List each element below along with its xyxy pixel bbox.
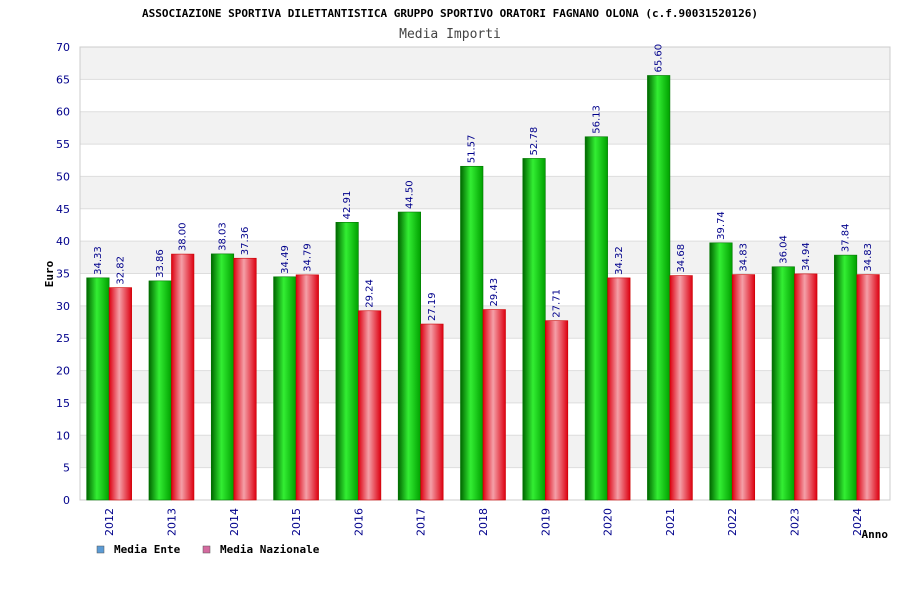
y-tick-label: 20	[56, 365, 70, 378]
data-label: 27.71	[552, 289, 563, 318]
x-axis: 2012 2013 2014 2015 2016 2017 2018 2019 2020 2021…	[103, 508, 864, 536]
bar-media-ente-2021	[647, 75, 670, 500]
data-label: 37.36	[240, 227, 251, 256]
x-tick-label: 2016	[352, 508, 365, 536]
data-label: 32.82	[115, 256, 126, 285]
data-label: 44.50	[404, 180, 415, 209]
x-tick-label: 2022	[726, 508, 739, 536]
bar-media-ente-2017	[398, 212, 421, 500]
bar-media-nazionale-2015	[296, 275, 319, 500]
y-tick-label: 60	[56, 106, 70, 119]
data-label: 34.49	[280, 245, 291, 274]
x-tick-label: 2012	[103, 508, 116, 536]
data-label: 38.00	[178, 222, 189, 251]
x-tick-label: 2019	[539, 508, 552, 536]
data-label: 34.33	[93, 246, 104, 275]
bar-media-nazionale-2019	[545, 321, 568, 500]
grid-band	[80, 241, 890, 273]
x-tick-label: 2023	[789, 508, 802, 536]
y-axis: 0 5 10 15 20 25 30 35 40 45 50 55 60 65 70	[56, 41, 70, 507]
bar-media-ente-2020	[585, 137, 608, 500]
x-tick-label: 2018	[477, 508, 490, 536]
legend-label-media-nazionale: Media Nazionale	[220, 543, 320, 556]
data-label: 34.68	[676, 244, 687, 273]
y-tick-label: 55	[56, 138, 70, 151]
y-axis-label: Euro	[43, 260, 56, 287]
data-label: 36.04	[778, 235, 789, 264]
bar-media-ente-2018	[461, 166, 484, 500]
legend: Media Ente Media Nazionale	[97, 543, 320, 556]
grid-band	[80, 209, 890, 241]
bar-media-nazionale-2023	[795, 274, 818, 500]
bar-media-ente-2024	[834, 255, 857, 500]
grid-band	[80, 144, 890, 176]
data-label: 38.03	[218, 222, 229, 251]
grid-band	[80, 274, 890, 306]
x-tick-label: 2015	[290, 508, 303, 536]
bar-media-nazionale-2022	[732, 275, 755, 500]
bar-media-ente-2012	[87, 278, 110, 500]
data-label: 56.13	[591, 105, 602, 134]
data-label: 34.79	[302, 243, 313, 272]
x-tick-label: 2017	[415, 508, 428, 536]
y-tick-label: 40	[56, 235, 70, 248]
data-label: 65.60	[654, 44, 665, 73]
bar-media-ente-2022	[710, 243, 733, 500]
y-tick-label: 15	[56, 397, 70, 410]
x-tick-label: 2014	[228, 508, 241, 536]
bar-media-ente-2013	[149, 281, 172, 500]
bar-media-nazionale-2016	[358, 311, 381, 500]
data-label: 29.43	[489, 278, 500, 307]
data-label: 34.94	[801, 242, 812, 271]
bar-media-nazionale-2017	[421, 324, 444, 500]
y-tick-label: 45	[56, 203, 70, 216]
legend-swatch-media-ente	[97, 546, 104, 553]
legend-swatch-media-nazionale	[203, 546, 210, 553]
y-tick-label: 35	[56, 268, 70, 281]
bar-media-ente-2015	[274, 277, 297, 500]
y-tick-label: 25	[56, 332, 70, 345]
bar-media-nazionale-2013	[171, 254, 194, 500]
y-tick-label: 65	[56, 73, 70, 86]
bar-media-nazionale-2012	[109, 288, 131, 500]
data-label: 42.91	[342, 191, 353, 220]
bar-media-nazionale-2020	[608, 278, 631, 500]
x-axis-label: Anno	[862, 528, 889, 541]
x-tick-label: 2013	[165, 508, 178, 536]
data-label: 34.32	[614, 246, 625, 275]
data-label: 34.83	[738, 243, 749, 272]
grid-band	[80, 112, 890, 144]
data-label: 52.78	[529, 127, 540, 156]
data-label: 37.84	[841, 223, 852, 252]
bar-media-nazionale-2018	[483, 310, 506, 500]
bar-media-ente-2014	[211, 254, 234, 500]
grid-band	[80, 47, 890, 79]
y-tick-label: 30	[56, 300, 70, 313]
y-tick-label: 50	[56, 170, 70, 183]
y-tick-label: 5	[63, 462, 70, 475]
y-tick-label: 10	[56, 429, 70, 442]
y-tick-label: 70	[56, 41, 70, 54]
grid-band	[80, 176, 890, 208]
chart-title: ASSOCIAZIONE SPORTIVA DILETTANTISTICA GR…	[142, 7, 758, 20]
data-label: 34.83	[863, 243, 874, 272]
data-label: 27.19	[427, 292, 438, 321]
data-label: 39.74	[716, 211, 727, 240]
x-tick-label: 2021	[664, 508, 677, 536]
bar-media-ente-2023	[772, 267, 795, 500]
bar-media-nazionale-2024	[857, 275, 880, 500]
x-tick-label: 2020	[602, 508, 615, 536]
legend-label-media-ente: Media Ente	[114, 543, 181, 556]
data-label: 29.24	[365, 279, 376, 308]
grid-band	[80, 79, 890, 111]
data-label: 51.57	[467, 135, 478, 164]
bar-media-ente-2016	[336, 222, 359, 500]
chart-subtitle: Media Importi	[399, 27, 501, 42]
bar-media-ente-2019	[523, 158, 546, 500]
y-tick-label: 0	[63, 494, 70, 507]
bar-media-nazionale-2014	[234, 258, 257, 500]
data-label: 33.86	[155, 249, 166, 278]
bar-media-nazionale-2021	[670, 276, 693, 500]
